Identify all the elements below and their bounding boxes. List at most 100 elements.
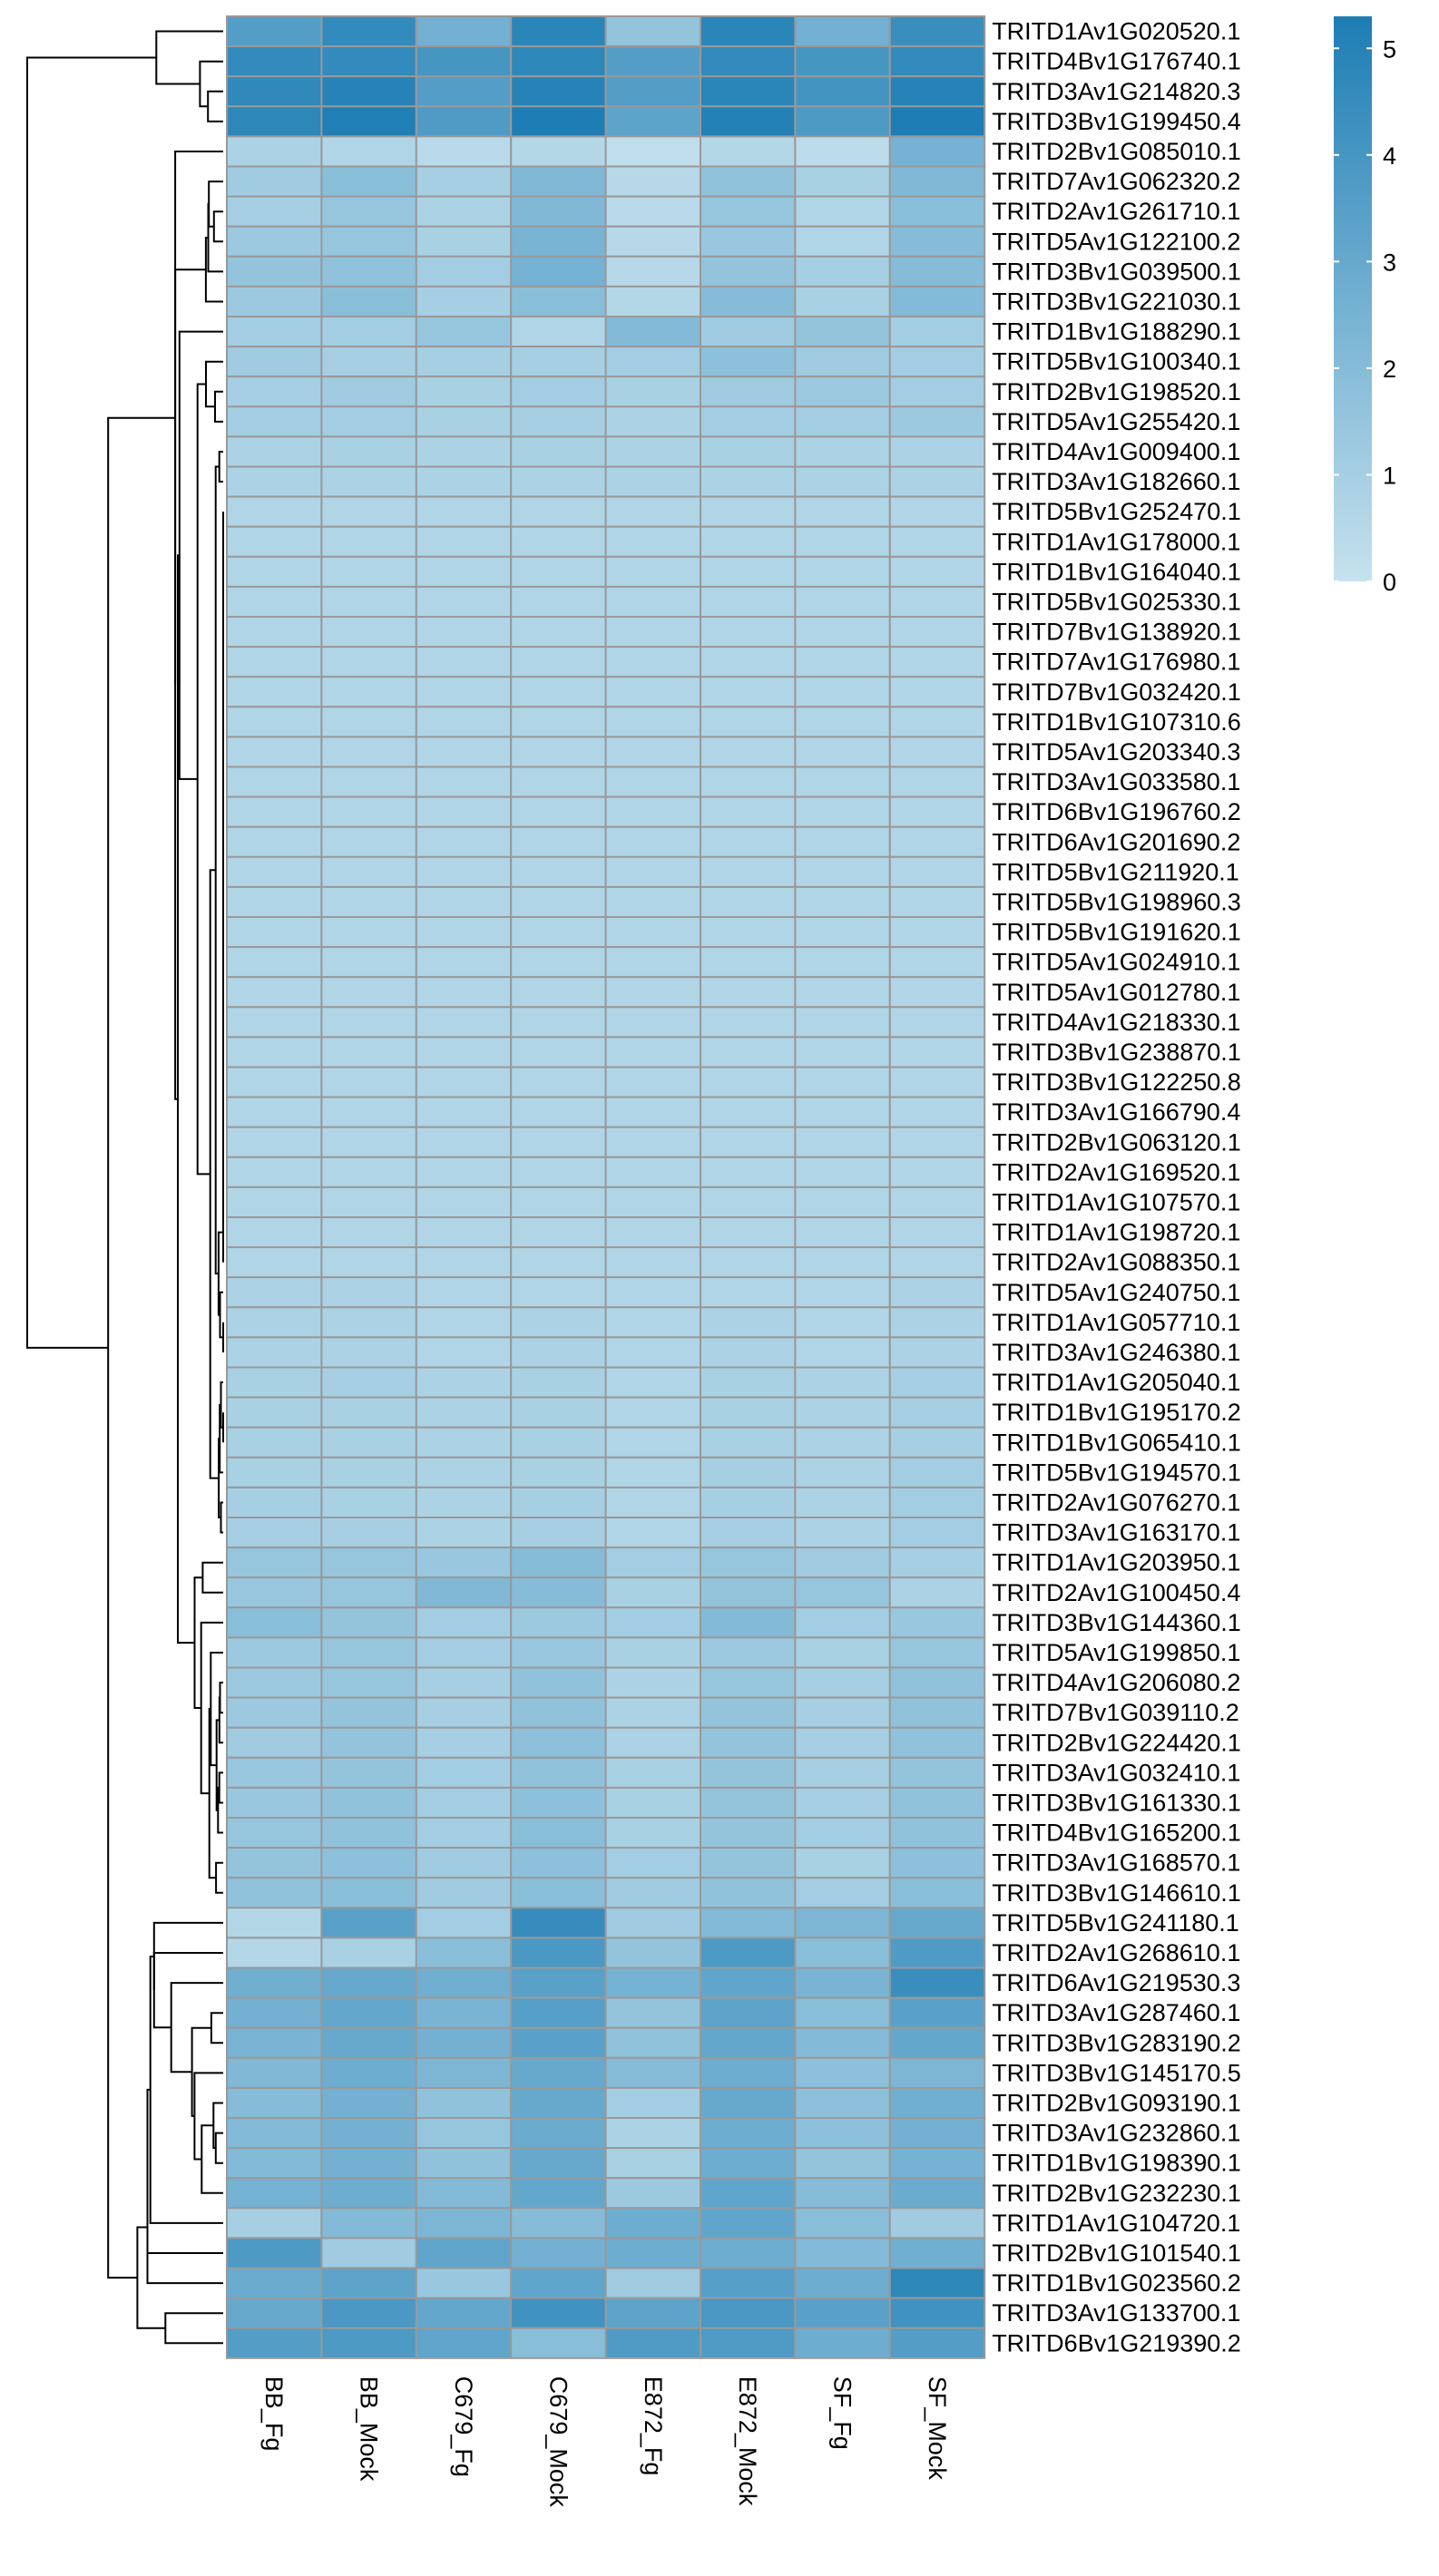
- row-label: TRITD1Av1G203950.1: [992, 1549, 1240, 1576]
- dendrogram-branch: [208, 181, 223, 228]
- row-label: TRITD2Av1G076270.1: [992, 1489, 1240, 1517]
- row-label: TRITD1Av1G057710.1: [992, 1309, 1240, 1336]
- heatmap-cell: [700, 676, 797, 708]
- heatmap-cell: [700, 1456, 797, 1488]
- heatmap-cell: [415, 646, 513, 678]
- heatmap-cell: [794, 1786, 891, 1820]
- heatmap-cell: [604, 1306, 701, 1339]
- heatmap-cell: [888, 766, 986, 798]
- heatmap-cell: [510, 1937, 607, 1969]
- heatmap-cell: [226, 766, 323, 798]
- heatmap-cell: [888, 916, 986, 949]
- heatmap-cell: [700, 1306, 797, 1339]
- colorbar-tick-label: 2: [1383, 356, 1396, 383]
- heatmap-cell: [510, 405, 607, 438]
- heatmap-cell: [888, 1156, 986, 1188]
- heatmap-cell: [604, 1666, 701, 1699]
- heatmap-cell: [604, 736, 701, 768]
- heatmap-cell: [415, 1036, 513, 1068]
- row-label: TRITD2Bv1G063120.1: [992, 1128, 1241, 1156]
- dendrogram-branch: [178, 330, 223, 780]
- heatmap-cell: [320, 766, 417, 798]
- heatmap-cell: [794, 316, 891, 348]
- row-label: TRITD6Bv1G219390.2: [992, 2329, 1241, 2356]
- heatmap-cell: [888, 795, 986, 828]
- heatmap-cell: [510, 1726, 607, 1759]
- heatmap-cell: [226, 1036, 323, 1068]
- heatmap-cell: [604, 555, 701, 588]
- heatmap-cell: [415, 885, 513, 919]
- heatmap-cell: [226, 376, 323, 408]
- heatmap-cell: [794, 916, 891, 949]
- row-dendrogram: [26, 30, 224, 2345]
- heatmap-cell: [794, 885, 891, 919]
- heatmap-cell: [700, 105, 797, 138]
- heatmap-cell: [604, 1756, 701, 1789]
- heatmap-cells: [226, 15, 986, 2359]
- heatmap-cell: [226, 1186, 323, 1219]
- heatmap-cell: [226, 1636, 323, 1669]
- heatmap-cell: [415, 45, 513, 78]
- row-label: TRITD2Bv1G198520.1: [992, 378, 1241, 405]
- heatmap-cell: [320, 1156, 417, 1188]
- heatmap-cell: [226, 2117, 323, 2150]
- row-label: TRITD4Bv1G176740.1: [992, 48, 1241, 75]
- heatmap-cell: [604, 2056, 701, 2089]
- row-label: TRITD1Av1G104720.1: [992, 2210, 1240, 2237]
- heatmap-cell: [226, 1366, 323, 1399]
- row-label: TRITD1Bv1G023560.2: [992, 2269, 1241, 2297]
- heatmap-cell: [510, 825, 607, 858]
- heatmap-cell: [415, 2327, 513, 2359]
- heatmap-cell: [320, 165, 417, 198]
- heatmap-cell: [226, 1547, 323, 1579]
- heatmap-cell: [226, 1276, 323, 1309]
- heatmap-cell: [888, 885, 986, 919]
- colorbar-tick-label: 4: [1383, 142, 1396, 170]
- heatmap-cell: [700, 45, 797, 78]
- row-label: TRITD3Av1G232860.1: [992, 2120, 1240, 2147]
- heatmap-cell: [320, 1216, 417, 1249]
- heatmap-cell: [794, 1907, 891, 1939]
- heatmap-cell: [320, 316, 417, 348]
- heatmap-cell: [226, 795, 323, 828]
- heatmap-cell: [888, 376, 986, 408]
- heatmap-cell: [226, 2177, 323, 2210]
- heatmap-cell: [888, 1456, 986, 1488]
- heatmap-cell: [794, 255, 891, 288]
- heatmap-cell: [888, 1066, 986, 1098]
- heatmap-cell: [794, 616, 891, 649]
- heatmap-cell: [700, 376, 797, 408]
- row-label: TRITD5Bv1G191620.1: [992, 919, 1241, 946]
- row-label: TRITD3Bv1G238870.1: [992, 1039, 1241, 1066]
- heatmap-cell: [794, 2056, 891, 2089]
- heatmap-cell: [794, 1336, 891, 1369]
- heatmap-cell: [320, 1606, 417, 1639]
- heatmap-cell: [510, 646, 607, 678]
- heatmap-cell: [888, 1426, 986, 1459]
- row-label: TRITD3Bv1G161330.1: [992, 1790, 1241, 1817]
- heatmap-cell: [604, 1636, 701, 1669]
- heatmap-cell: [700, 1396, 797, 1429]
- heatmap-cell: [510, 376, 607, 408]
- heatmap-cell: [604, 1366, 701, 1399]
- heatmap-cell: [888, 2177, 986, 2210]
- dendrogram-branch: [146, 2088, 223, 2254]
- heatmap-cell: [226, 1817, 323, 1849]
- row-label: TRITD7Bv1G039110.2: [992, 1699, 1239, 1726]
- heatmap-cell: [604, 706, 701, 738]
- heatmap-cell: [320, 616, 417, 649]
- heatmap-cell: [888, 15, 986, 48]
- heatmap-cell: [700, 1246, 797, 1279]
- heatmap-cell: [226, 1696, 323, 1729]
- heatmap-cell: [700, 435, 797, 468]
- heatmap-cell: [794, 1817, 891, 1849]
- heatmap-cell: [888, 585, 986, 619]
- heatmap-cell: [604, 525, 701, 558]
- heatmap-cell: [510, 1996, 607, 2029]
- heatmap-cell: [510, 1126, 607, 1158]
- heatmap-cell: [415, 2267, 513, 2299]
- heatmap-cell: [888, 676, 986, 708]
- heatmap-cell: [415, 1186, 513, 1219]
- heatmap-cell: [415, 316, 513, 348]
- heatmap-cell: [604, 916, 701, 949]
